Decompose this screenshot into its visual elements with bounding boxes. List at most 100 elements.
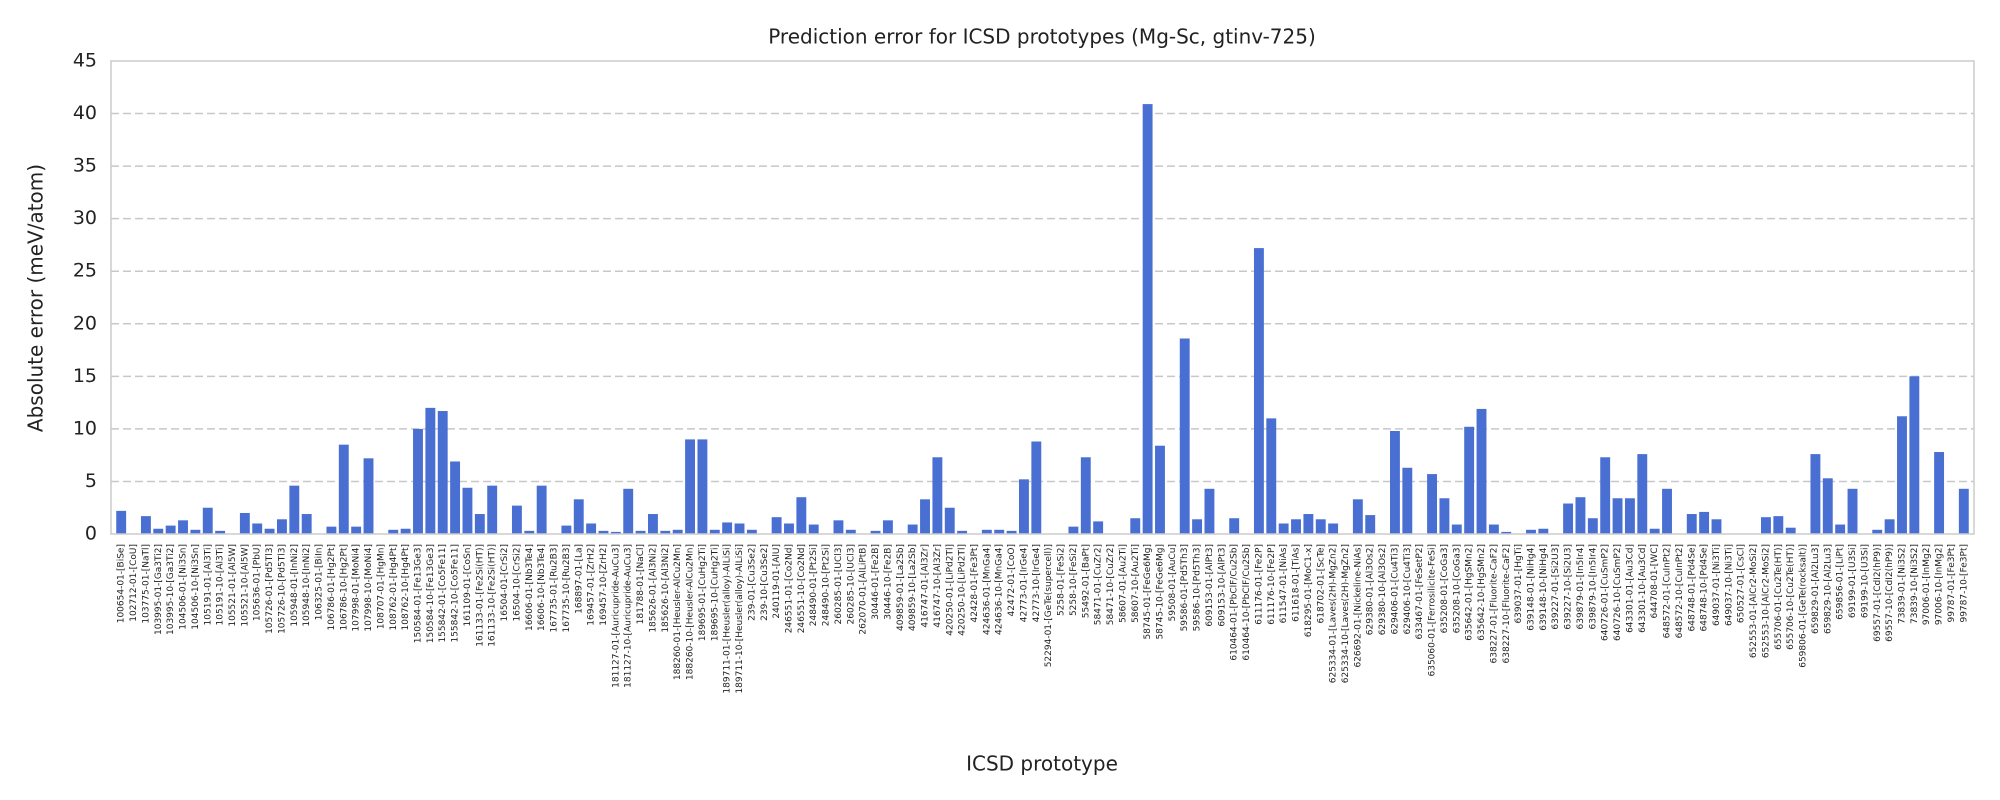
bar	[623, 488, 634, 534]
bar	[685, 439, 695, 534]
x-tick-label: 409859-10-[La2Sb]	[908, 544, 918, 631]
x-tick-label: 107998-10-[MoNi4]	[364, 544, 374, 632]
bar	[944, 507, 955, 534]
x-tick-label: 181127-01-[Auricupride-AuCu3]	[611, 544, 621, 688]
bar	[1278, 523, 1289, 534]
x-tick-label: 629380-10-[Al3Os2]	[1378, 544, 1388, 635]
x-tick-label: 5258-10-[FeSi2]	[1069, 544, 1079, 616]
x-tick-label: 189711-10-[Heusler(alloy)-AlLiSi]	[735, 544, 745, 694]
x-tick-label: 639037-01-[HgTi]	[1514, 544, 1524, 624]
x-tick-label: 155842-10-[Co5Fe11]	[451, 544, 461, 643]
bar	[1303, 514, 1314, 534]
bar	[277, 519, 287, 534]
bar	[1662, 488, 1672, 534]
bar	[425, 407, 436, 534]
bar	[524, 530, 535, 534]
plot-frame	[110, 60, 1975, 535]
bar	[610, 531, 621, 534]
x-tick-label: 652553-10-[AlCr2-MoSi2]	[1761, 544, 1771, 658]
x-tick-label: 105726-10-[Pd5Tl3]	[277, 544, 287, 634]
bar	[153, 528, 164, 534]
x-tick-label: 618702-01-[ScTe]	[1316, 544, 1326, 624]
x-tick-label: 69557-01-[CdI2(hP9)]	[1873, 544, 1883, 642]
x-tick-label: 100654-01-[BiSe]	[117, 544, 127, 623]
bar	[709, 529, 720, 534]
x-tick-label: 659806-01-[GeTe(rocksalt)]	[1799, 544, 1809, 668]
x-tick-label: 99787-01-[Fe3Pt]	[1947, 544, 1957, 623]
x-tick-label: 188260-01-[Heusler-AlCu2Mn]	[673, 544, 683, 680]
x-tick-label: 16504-10-[CrSi2]	[512, 544, 522, 622]
bar	[140, 516, 151, 534]
bar	[1773, 516, 1784, 534]
bar	[1649, 528, 1660, 534]
bar	[1204, 488, 1215, 534]
bar	[1624, 498, 1635, 534]
x-tick-label: 635642-01-[HgSMn2]	[1465, 544, 1475, 641]
x-tick-label: 633467-01-[FeSetP2]	[1415, 544, 1425, 639]
bar	[1068, 526, 1079, 534]
x-tick-label: 103995-10-[Ga3Ti2]	[166, 544, 176, 635]
bar	[1872, 529, 1883, 534]
bar	[1711, 519, 1722, 534]
bar	[796, 497, 807, 534]
x-tick-label: 58607-10-[Au2Ti]	[1131, 544, 1141, 623]
x-tick-label: 169457-01-[ZrH2]	[587, 544, 597, 626]
bar	[1031, 441, 1042, 534]
chart-title: Prediction error for ICSD prototypes (Mg…	[768, 25, 1316, 49]
bar	[598, 530, 609, 534]
x-tick-label: 52294-01-[GeTe(supercell)]	[1044, 544, 1054, 667]
bar	[462, 487, 473, 534]
x-tick-label: 16606-10-[Nb3Te4]	[537, 544, 547, 631]
bar	[1266, 418, 1277, 534]
bar	[252, 523, 263, 534]
bar	[1192, 519, 1203, 534]
x-tick-label: 635642-10-[HgSMn2]	[1477, 544, 1487, 641]
x-tick-label: 610464-10-[PbClF/Cu2Sb]	[1242, 544, 1252, 661]
x-tick-label: 185626-10-[Al3Ni2]	[661, 544, 671, 633]
bar	[1080, 457, 1091, 534]
x-tick-label: 611176-10-[Fe2P]	[1267, 544, 1277, 625]
x-tick-label: 648572-01-[CuInPt2]	[1663, 544, 1673, 638]
bar	[1130, 518, 1141, 534]
x-tick-label: 42428-01-[Fe3Pt]	[970, 544, 980, 623]
x-tick-label: 639227-10-[Si2U3]	[1564, 544, 1574, 630]
bar	[1699, 511, 1710, 534]
bar	[165, 525, 176, 534]
y-tick-label: 35	[73, 155, 97, 177]
x-tick-label: 638227-01-[Fluorite-CaF2]	[1489, 544, 1499, 663]
bar	[289, 485, 300, 534]
bar	[351, 526, 362, 534]
bar	[301, 514, 312, 534]
x-tick-label: 69199-10-[U3Si]	[1860, 544, 1870, 618]
x-tick-label: 626692-01-[Nickeline-NiAs]	[1353, 544, 1363, 668]
x-tick-label: 649037-10-[Ni3Ti]	[1724, 544, 1734, 626]
bar	[1909, 376, 1920, 534]
bar	[239, 512, 250, 534]
x-tick-label: 105726-01-[Pd5Tl3]	[265, 544, 275, 634]
bar	[697, 439, 708, 534]
x-tick-label: 625334-01-[Laves(2H)-MgZn2]	[1329, 544, 1339, 683]
bar	[413, 428, 423, 534]
bar	[388, 529, 399, 534]
bar	[1587, 518, 1598, 534]
bar	[784, 523, 794, 534]
bar	[771, 517, 782, 534]
x-tick-label: 611547-01-[NiAs]	[1279, 544, 1289, 623]
bar	[450, 461, 461, 534]
bar	[1847, 488, 1858, 534]
x-tick-label: 655706-01-[Cu2Te(HT)]	[1774, 544, 1784, 650]
x-tick-label: 639879-01-[In5Ir4]	[1576, 544, 1586, 630]
x-tick-label: 150584-01-[Fe13Ge3]	[413, 544, 423, 643]
x-tick-label: 189711-01-[Heusler(alloy)-AlLiSi]	[723, 544, 733, 694]
bar	[190, 529, 201, 534]
x-tick-label: 248490-01-[Pt2Si]	[809, 544, 819, 626]
x-tick-label: 73839-01-[Ni3S2]	[1897, 544, 1907, 624]
y-tick-label: 30	[73, 207, 97, 229]
x-tick-label: 58745-01-[FeGe6Mg]	[1143, 544, 1153, 640]
x-tick-label: 188260-10-[Heusler-AlCu2Mn]	[686, 544, 696, 680]
bar	[511, 505, 522, 534]
bar	[116, 510, 127, 534]
x-tick-label: 103775-01-[NaTl]	[141, 544, 151, 624]
bar	[722, 522, 733, 534]
x-tick-label: 42472-01-[CoO]	[1007, 544, 1017, 616]
